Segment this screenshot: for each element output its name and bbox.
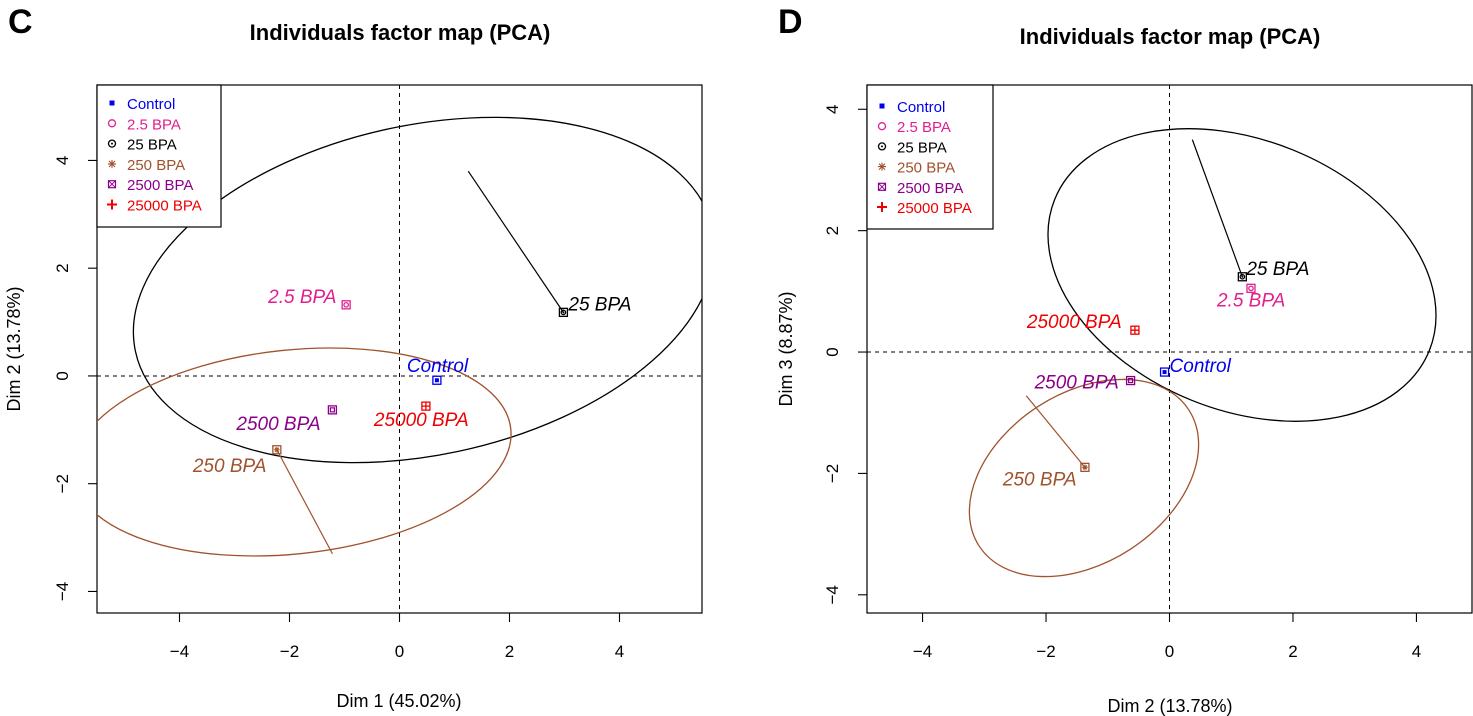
point-label-2500-bpa: 2500 BPA bbox=[1034, 373, 1119, 394]
point-control bbox=[432, 375, 442, 385]
point-2500-bpa bbox=[1125, 375, 1136, 386]
x-axis-title: Dim 2 (13.78%) bbox=[1107, 696, 1232, 716]
point-2500-bpa bbox=[327, 405, 338, 415]
legend-item: Control bbox=[879, 99, 945, 116]
point-label-250-bpa: 250 BPA bbox=[192, 456, 267, 477]
legend-item: 250 BPA bbox=[878, 160, 955, 177]
panel-d: D Individuals factor map (PCA) Control 2.5 … bbox=[776, 3, 1473, 716]
x-tick-label: 2 bbox=[505, 642, 514, 661]
x-tick-label: 4 bbox=[615, 642, 624, 661]
legend-label: 250 BPA bbox=[127, 157, 185, 174]
legend-label: 2.5 BPA bbox=[127, 116, 181, 133]
panel-letter: C bbox=[8, 3, 33, 41]
legend-label: 250 BPA bbox=[897, 160, 955, 177]
y-axis: −4 −2 0 2 4 bbox=[823, 105, 867, 604]
x-tick-label: −4 bbox=[913, 642, 932, 661]
y-tick-label: −2 bbox=[823, 464, 842, 483]
y-tick-label: 0 bbox=[53, 371, 72, 380]
ellipse-radius-250-bpa bbox=[276, 449, 333, 555]
x-tick-label: 4 bbox=[1412, 642, 1421, 661]
x-tick-label: 0 bbox=[395, 642, 404, 661]
legend-label: 25 BPA bbox=[897, 139, 947, 156]
x-tick-label: −2 bbox=[280, 642, 299, 661]
legend-item: 25000 BPA bbox=[107, 198, 202, 215]
y-tick-label: 4 bbox=[823, 105, 842, 114]
ellipse-250-bpa bbox=[968, 378, 1200, 578]
legend-item: 25000 BPA bbox=[877, 200, 972, 217]
point-label-25-bpa: 25 BPA bbox=[567, 294, 631, 315]
panel-letter: D bbox=[778, 3, 803, 41]
y-axis-title: Dim 2 (13.78%) bbox=[4, 286, 24, 411]
legend-item: 2500 BPA bbox=[107, 177, 193, 194]
legend-label: 2.5 BPA bbox=[897, 119, 951, 136]
ellipse-25-bpa bbox=[132, 116, 702, 464]
point-label-2-5-bpa: 2.5 BPA bbox=[267, 287, 336, 308]
ellipse-radius-25-bpa bbox=[467, 170, 564, 313]
x-tick-label: 0 bbox=[1165, 642, 1174, 661]
legend-label: 25 BPA bbox=[127, 137, 177, 154]
legend-item: 2.5 BPA bbox=[877, 119, 951, 136]
chart-title: Individuals factor map (PCA) bbox=[1020, 24, 1321, 49]
legend-item: 25 BPA bbox=[107, 137, 177, 154]
y-axis-title: Dim 3 (8.87%) bbox=[776, 291, 796, 406]
y-tick-label: −4 bbox=[823, 585, 842, 604]
point-label-control: Control bbox=[407, 356, 469, 377]
legend-label: 25000 BPA bbox=[897, 200, 972, 217]
y-tick-label: 4 bbox=[53, 156, 72, 165]
y-tick-label: −4 bbox=[53, 582, 72, 601]
point-2-5-bpa bbox=[1246, 283, 1256, 293]
ellipse-25-bpa bbox=[1047, 128, 1437, 422]
point-label-control: Control bbox=[1170, 356, 1232, 377]
plot-area: Control 2.5 BPA 25 BPA 250 BPA 2500 BPA 25000… bbox=[867, 85, 1472, 613]
plot-area: Control 2.5 BPA 25 BPA 250 BPA 2500 BPA 25000… bbox=[97, 85, 702, 613]
point-25-bpa bbox=[1237, 272, 1247, 282]
legend-label: 2500 BPA bbox=[897, 180, 963, 197]
y-tick-label: 2 bbox=[53, 263, 72, 272]
point-label-250-bpa: 250 BPA bbox=[1002, 469, 1077, 490]
legend-item: Control bbox=[109, 96, 175, 113]
point-2-5-bpa bbox=[341, 300, 351, 310]
x-axis-title: Dim 1 (45.02%) bbox=[336, 691, 461, 711]
panel-c: C Individuals factor map (PCA) Control 2.5 … bbox=[4, 3, 703, 711]
point-label-25000-bpa: 25000 BPA bbox=[373, 410, 469, 431]
point-label-25000-bpa: 25000 BPA bbox=[1026, 312, 1122, 333]
point-control bbox=[1159, 367, 1170, 377]
point-25000-bpa bbox=[421, 401, 431, 411]
y-tick-label: −2 bbox=[53, 474, 72, 493]
ellipse-radius-25-bpa bbox=[1191, 139, 1243, 277]
x-tick-label: 2 bbox=[1288, 642, 1297, 661]
legend-label: 25000 BPA bbox=[127, 198, 202, 215]
point-250-bpa bbox=[272, 445, 282, 455]
point-label-25-bpa: 25 BPA bbox=[1245, 259, 1309, 280]
point-25000-bpa bbox=[1130, 325, 1140, 335]
y-tick-label: 2 bbox=[823, 226, 842, 235]
legend-item: 250 BPA bbox=[108, 157, 185, 174]
legend-label: Control bbox=[127, 96, 175, 113]
legend-label: 2500 BPA bbox=[127, 177, 193, 194]
x-axis: −4 −2 0 2 4 bbox=[913, 612, 1421, 661]
point-250-bpa bbox=[1080, 462, 1090, 472]
point-label-2-5-bpa: 2.5 BPA bbox=[1216, 290, 1285, 311]
legend-label: Control bbox=[897, 99, 945, 116]
ellipse-250-bpa bbox=[97, 347, 512, 557]
point-25-bpa bbox=[558, 307, 569, 318]
legend-item: 25 BPA bbox=[877, 139, 947, 156]
x-axis: −4 −2 0 2 4 bbox=[170, 612, 624, 661]
ellipse-radius-250-bpa bbox=[1025, 395, 1086, 468]
point-label-2500-bpa: 2500 BPA bbox=[235, 414, 320, 435]
legend: Control 2.5 BPA 25 BPA 250 BPA 2500 BPA 25000… bbox=[96, 84, 222, 228]
legend: Control 2.5 BPA 25 BPA 250 BPA 2500 BPA 25000… bbox=[866, 84, 994, 230]
legend-item: 2.5 BPA bbox=[107, 116, 181, 133]
chart-title: Individuals factor map (PCA) bbox=[250, 20, 551, 45]
y-tick-label: 0 bbox=[823, 347, 842, 356]
y-axis: −4 −2 0 2 4 bbox=[53, 156, 97, 601]
x-tick-label: −4 bbox=[170, 642, 189, 661]
legend-item: 2500 BPA bbox=[877, 180, 963, 197]
x-tick-label: −2 bbox=[1036, 642, 1055, 661]
